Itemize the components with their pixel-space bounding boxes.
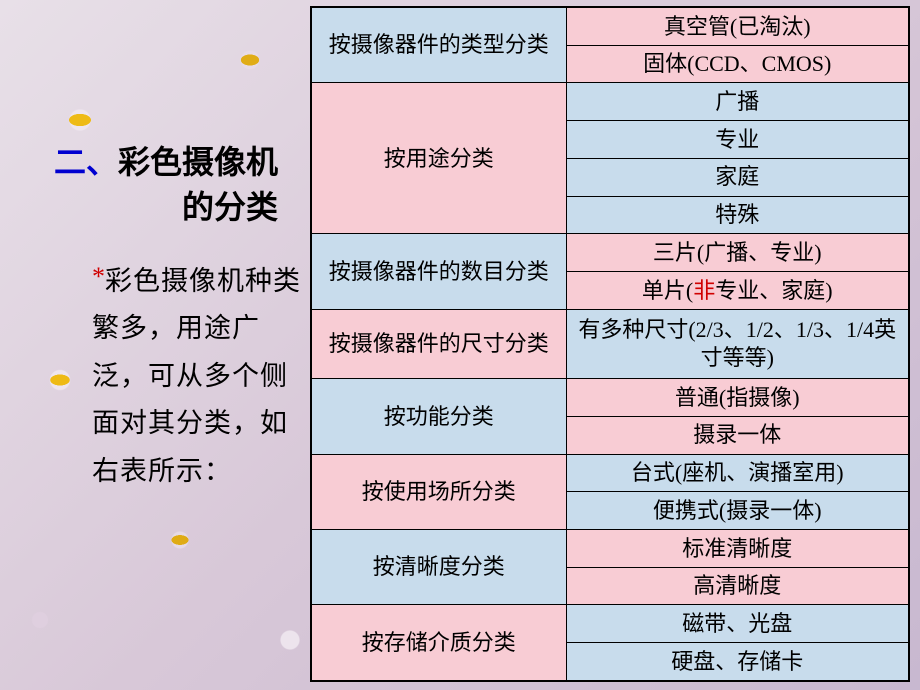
item-cell: 台式(座机、演播室用) xyxy=(566,454,909,492)
category-cell: 按摄像器件的尺寸分类 xyxy=(311,309,566,379)
item-cell: 硬盘、存储卡 xyxy=(566,643,909,682)
slide-content: 二、彩色摄像机 的分类 *彩色摄像机种类繁多，用途广泛，可从多个侧面对其分类，如… xyxy=(0,0,920,690)
right-column: 按摄像器件的类型分类真空管(已淘汰)固体(CCD、CMOS)按用途分类广播专业家… xyxy=(310,0,920,690)
table-row: 按摄像器件的数目分类三片(广播、专业) xyxy=(311,234,909,272)
item-cell: 高清晰度 xyxy=(566,567,909,605)
category-cell: 按功能分类 xyxy=(311,379,566,454)
category-cell: 按使用场所分类 xyxy=(311,454,566,529)
table-row: 按清晰度分类标准清晰度 xyxy=(311,529,909,567)
item-cell: 便携式(摄录一体) xyxy=(566,492,909,530)
item-cell: 三片(广播、专业) xyxy=(566,234,909,272)
item-cell: 磁带、光盘 xyxy=(566,605,909,643)
category-cell: 按清晰度分类 xyxy=(311,529,566,604)
highlight-text: 非 xyxy=(693,278,715,303)
table-row: 按摄像器件的类型分类真空管(已淘汰) xyxy=(311,7,909,45)
item-cell: 摄录一体 xyxy=(566,416,909,454)
table-row: 按摄像器件的尺寸分类有多种尺寸(2/3、1/2、1/3、1/4英寸等等) xyxy=(311,309,909,379)
bullet-star-icon: * xyxy=(92,262,105,292)
bullet-paragraph: *彩色摄像机种类繁多，用途广泛，可从多个侧面对其分类，如右表所示： xyxy=(22,258,302,496)
table-body: 按摄像器件的类型分类真空管(已淘汰)固体(CCD、CMOS)按用途分类广播专业家… xyxy=(311,7,909,681)
section-title-line2: 的分类 xyxy=(182,189,278,225)
category-cell: 按存储介质分类 xyxy=(311,605,566,681)
item-cell: 家庭 xyxy=(566,158,909,196)
item-cell: 普通(指摄像) xyxy=(566,379,909,417)
section-title-line1: 彩色摄像机 xyxy=(118,144,278,180)
item-cell: 真空管(已淘汰) xyxy=(566,7,909,45)
item-cell: 标准清晰度 xyxy=(566,529,909,567)
table-row: 按使用场所分类台式(座机、演播室用) xyxy=(311,454,909,492)
category-cell: 按摄像器件的数目分类 xyxy=(311,234,566,309)
classification-table: 按摄像器件的类型分类真空管(已淘汰)固体(CCD、CMOS)按用途分类广播专业家… xyxy=(310,6,910,682)
category-cell: 按用途分类 xyxy=(311,83,566,234)
table-row: 按功能分类普通(指摄像) xyxy=(311,379,909,417)
item-cell: 单片(非专业、家庭) xyxy=(566,271,909,309)
item-cell: 专业 xyxy=(566,121,909,159)
table-row: 按存储介质分类磁带、光盘 xyxy=(311,605,909,643)
bullet-text: 彩色摄像机种类繁多，用途广泛，可从多个侧面对其分类，如右表所示： xyxy=(92,266,301,486)
section-number: 二、 xyxy=(54,144,118,180)
section-title-wrap: 二、彩色摄像机 的分类 xyxy=(22,140,302,230)
item-cell: 广播 xyxy=(566,83,909,121)
item-cell: 固体(CCD、CMOS) xyxy=(566,45,909,83)
item-cell: 有多种尺寸(2/3、1/2、1/3、1/4英寸等等) xyxy=(566,309,909,379)
item-cell: 特殊 xyxy=(566,196,909,234)
left-column: 二、彩色摄像机 的分类 *彩色摄像机种类繁多，用途广泛，可从多个侧面对其分类，如… xyxy=(0,0,310,690)
table-row: 按用途分类广播 xyxy=(311,83,909,121)
category-cell: 按摄像器件的类型分类 xyxy=(311,7,566,83)
